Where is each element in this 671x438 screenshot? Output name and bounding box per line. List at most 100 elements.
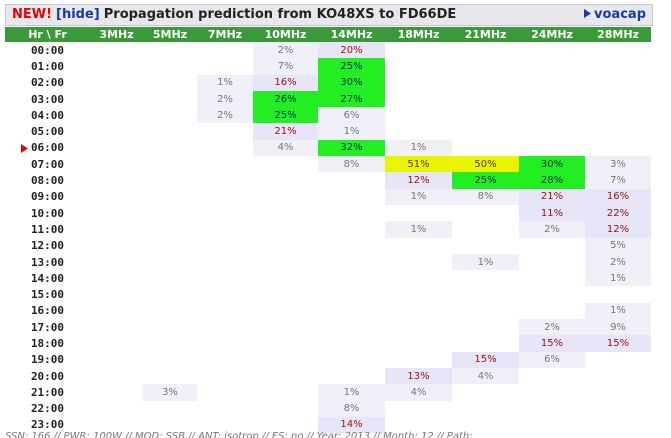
empty-cell <box>143 303 197 319</box>
empty-cell <box>585 286 651 302</box>
voacap-text[interactable]: voacap <box>594 7 646 22</box>
empty-cell <box>143 205 197 221</box>
empty-cell <box>452 238 519 254</box>
empty-cell <box>197 189 253 205</box>
probability-cell: 1% <box>385 139 452 157</box>
empty-cell <box>519 238 585 254</box>
empty-cell <box>385 238 452 254</box>
empty-cell <box>197 58 253 74</box>
hour-row: 03:00 2% 26% 27% <box>5 90 651 108</box>
empty-cell <box>253 368 318 384</box>
hour-label: 16:00 <box>30 304 65 318</box>
probability-cell: 1% <box>585 270 651 287</box>
hour-row: 15:00 <box>5 286 651 302</box>
empty-cell <box>90 335 143 351</box>
empty-cell <box>197 335 253 351</box>
empty-cell <box>318 205 385 221</box>
empty-cell <box>197 254 253 270</box>
empty-cell <box>90 221 143 237</box>
empty-cell <box>90 238 143 254</box>
empty-cell <box>143 368 197 384</box>
hour-label: 21:00 <box>30 385 65 399</box>
hour-label: 19:00 <box>30 353 65 367</box>
empty-cell <box>90 140 143 156</box>
hour-row: 06:00 4% 32% 1% <box>5 139 651 157</box>
empty-cell <box>197 319 253 335</box>
empty-cell <box>143 123 197 139</box>
empty-cell <box>585 42 651 58</box>
hour-cell: 04:00 <box>5 107 90 123</box>
hour-cell: 08:00 <box>5 172 90 188</box>
current-marker <box>21 143 28 153</box>
empty-cell <box>318 368 385 384</box>
empty-cell <box>197 238 253 254</box>
empty-cell <box>318 221 385 237</box>
hour-cell: 19:00 <box>5 352 90 368</box>
hour-row: 16:00 1% <box>5 302 651 320</box>
empty-cell <box>452 286 519 302</box>
arrow-icon <box>584 9 592 18</box>
empty-cell <box>385 75 452 91</box>
empty-cell <box>452 335 519 351</box>
empty-cell <box>90 107 143 123</box>
probability-cell: 14% <box>318 416 385 434</box>
empty-cell <box>143 107 197 123</box>
probability-cell: 25% <box>318 58 385 75</box>
hour-row: 10:00 11% 22% <box>5 204 651 222</box>
probability-cell: 8% <box>452 188 519 205</box>
empty-cell <box>143 270 197 286</box>
probability-cell: 15% <box>585 335 651 352</box>
hour-cell: 14:00 <box>5 270 90 286</box>
probability-cell: 16% <box>253 74 318 91</box>
hide-toggle[interactable]: [hide] <box>56 7 100 22</box>
empty-cell <box>90 172 143 188</box>
empty-cell <box>253 286 318 302</box>
hour-cell: 20:00 <box>5 368 90 384</box>
hour-cell: 23:00 <box>5 417 90 433</box>
hour-cell: 03:00 <box>5 91 90 107</box>
empty-cell <box>318 352 385 368</box>
hour-row: 22:00 8% <box>5 400 651 417</box>
probability-cell: 6% <box>519 351 585 368</box>
hour-row: 17:00 2% 9% <box>5 319 651 336</box>
empty-cell <box>253 319 318 335</box>
empty-cell <box>519 123 585 139</box>
empty-cell <box>143 91 197 107</box>
hour-label: 13:00 <box>30 255 65 269</box>
empty-cell <box>253 384 318 400</box>
hour-label: 10:00 <box>30 206 65 220</box>
hour-row: 07:00 8% 51% 50% 30% 3% <box>5 156 651 173</box>
hour-row: 04:00 2% 25% 6% <box>5 107 651 124</box>
empty-cell <box>585 91 651 107</box>
empty-cell <box>385 401 452 417</box>
empty-cell <box>452 303 519 319</box>
empty-cell <box>585 107 651 123</box>
probability-cell: 1% <box>385 221 452 238</box>
column-header: 3MHz <box>90 27 143 42</box>
empty-cell <box>519 58 585 74</box>
hour-cell: 13:00 <box>5 254 90 270</box>
empty-cell <box>253 335 318 351</box>
probability-cell: 28% <box>519 172 585 189</box>
probability-cell: 7% <box>253 58 318 75</box>
probability-cell: 2% <box>197 107 253 124</box>
probability-cell: 6% <box>318 107 385 124</box>
empty-cell <box>519 286 585 302</box>
empty-cell <box>519 368 585 384</box>
probability-cell: 2% <box>197 90 253 108</box>
column-header: Hr \ Fr <box>5 27 90 42</box>
empty-cell <box>253 270 318 286</box>
empty-cell <box>90 286 143 302</box>
empty-cell <box>519 140 585 156</box>
empty-cell <box>253 221 318 237</box>
empty-cell <box>90 352 143 368</box>
empty-cell <box>385 303 452 319</box>
empty-cell <box>318 286 385 302</box>
empty-cell <box>585 123 651 139</box>
empty-cell <box>385 270 452 286</box>
probability-cell: 21% <box>519 188 585 205</box>
probability-cell: 32% <box>318 139 385 157</box>
empty-cell <box>90 58 143 74</box>
empty-cell <box>253 401 318 417</box>
voacap-link[interactable]: voacap <box>583 5 646 25</box>
